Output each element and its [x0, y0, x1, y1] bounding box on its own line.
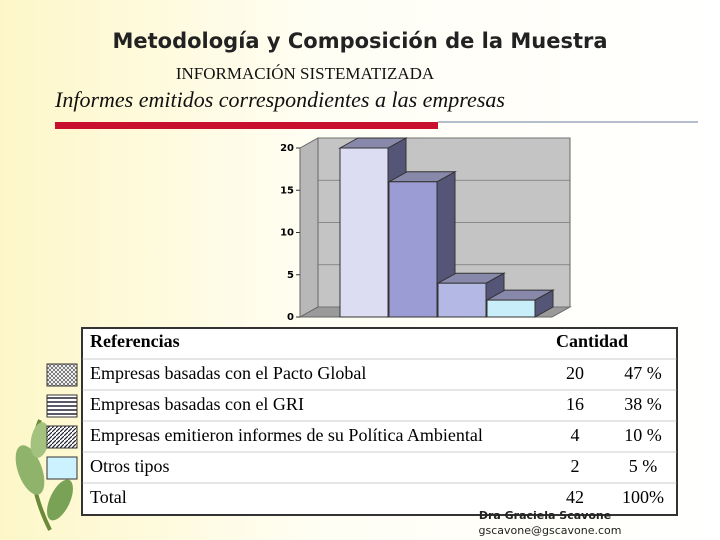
row-percent: 5 %	[629, 456, 658, 476]
title: Metodología y Composición de la Muestra	[112, 29, 607, 53]
row-count: 2	[571, 456, 580, 476]
y-tick-label: 15	[280, 185, 294, 196]
row-label: Empresas basadas con el Pacto Global	[90, 363, 366, 383]
legend-swatch	[46, 363, 78, 387]
y-tick-label: 20	[280, 143, 294, 154]
row-count: 20	[566, 363, 584, 383]
footer-name: Dra Graciela Scavone	[479, 509, 611, 522]
heading: Informes emitidos correspondientes a las…	[54, 87, 505, 112]
table-header: Referencias	[90, 331, 180, 351]
bar	[486, 299, 536, 318]
table: Referencias Cantidad Empresas basadas con …	[46, 331, 677, 507]
row-count: 16	[566, 394, 584, 414]
row-label: Otros tipos	[90, 456, 170, 476]
bar	[388, 181, 438, 318]
y-tick-label: 5	[287, 270, 294, 281]
row-count: 42	[566, 487, 584, 507]
row-percent: 100%	[622, 487, 664, 507]
row-label: Total	[90, 487, 127, 507]
row-percent: 10 %	[624, 425, 662, 445]
red-rule	[55, 122, 438, 129]
legend-swatch	[46, 425, 78, 449]
legend-swatch	[46, 394, 78, 418]
bar	[339, 147, 389, 318]
footer-email: gscavone@gscavone.com	[479, 524, 622, 537]
chart: 0 5 10 15 20	[280, 137, 572, 323]
y-tick-label: 10	[280, 228, 294, 239]
row-label: Empresas emitieron informes de su Políti…	[90, 425, 483, 445]
table-header: Cantidad	[556, 331, 628, 351]
side-wall	[299, 137, 319, 318]
row-label: Empresas basadas con el GRI	[90, 394, 304, 414]
row-percent: 38 %	[624, 394, 662, 414]
plant-decoration	[15, 419, 73, 531]
subtitle: INFORMACIÓN SISTEMATIZADA	[176, 64, 435, 83]
row-count: 4	[571, 425, 580, 445]
bar	[437, 282, 487, 318]
legend-swatch	[46, 456, 78, 480]
table-box	[81, 327, 678, 516]
y-tick-label: 0	[287, 312, 294, 323]
row-percent: 47 %	[624, 363, 662, 383]
